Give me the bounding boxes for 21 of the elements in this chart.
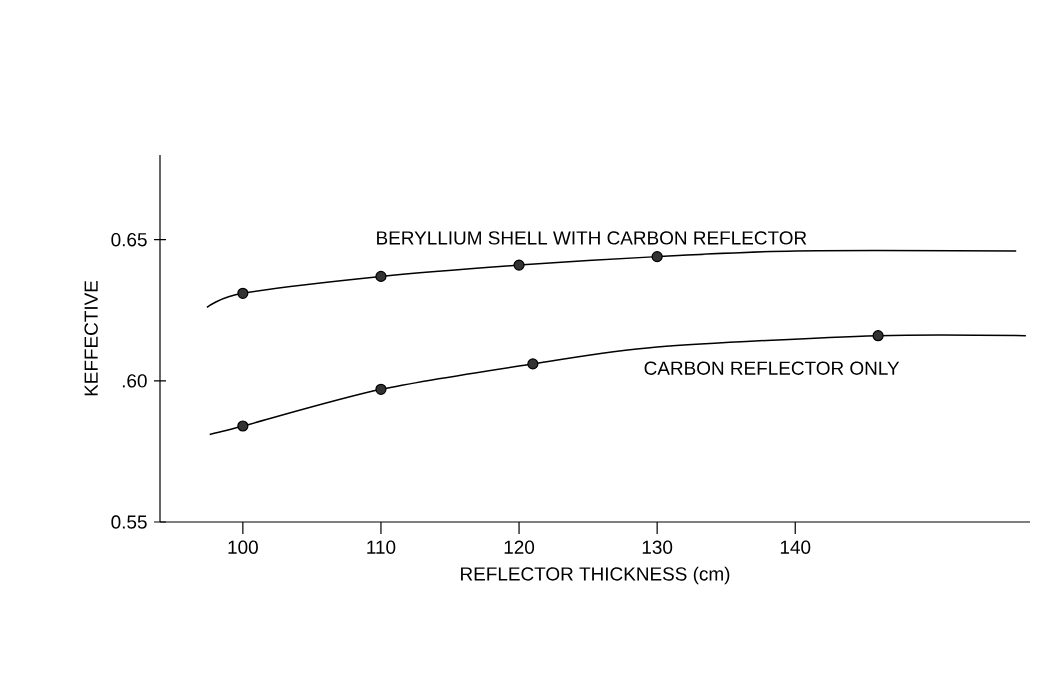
- x-tick-label: 100: [228, 540, 258, 554]
- point: [527, 358, 539, 370]
- point: [651, 251, 663, 263]
- y-tick-label: 0.55: [111, 515, 147, 529]
- x-tick-label: 110: [367, 540, 396, 554]
- series-label: BERYLLIUM SHELL WITH CARBON REFLECTOR: [377, 231, 807, 245]
- x-axis-title: REFLECTOR THICKNESS (cm): [461, 566, 730, 585]
- x-tick-label: 130: [642, 540, 673, 554]
- point: [375, 383, 387, 395]
- y-axis-title: KEFFECTIVE: [84, 280, 98, 396]
- point: [872, 330, 884, 342]
- point: [237, 420, 249, 432]
- point: [237, 287, 249, 299]
- point: [375, 270, 387, 282]
- line-series: [206, 249, 1017, 309]
- series-label: CARBON REFLECTOR ONLY: [644, 361, 900, 375]
- x-tick-label: 140: [780, 540, 811, 554]
- x-tick-label: 120: [504, 540, 535, 554]
- y-tick-label: 0.65: [111, 232, 147, 247]
- y-tick-label: .60: [122, 374, 147, 388]
- point: [513, 259, 525, 271]
